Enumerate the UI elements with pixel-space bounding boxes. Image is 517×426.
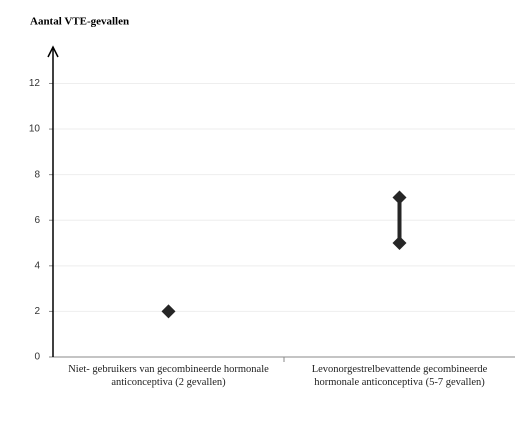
y-tick-label: 4 xyxy=(34,260,40,271)
marker xyxy=(392,236,407,251)
y-tick-label: 12 xyxy=(29,78,41,89)
y-tick-label: 2 xyxy=(34,306,40,317)
y-axis-arrow xyxy=(47,45,59,58)
x-tick-label: Niet- gebruikers van gecombineerde hormo… xyxy=(68,364,269,388)
y-tick-label: 6 xyxy=(34,215,40,226)
marker xyxy=(161,304,176,319)
marker xyxy=(392,190,407,205)
x-tick-label: Levonorgestrelbevattende gecombineerde h… xyxy=(311,364,488,388)
y-axis-title: Aantal VTE-gevallen xyxy=(30,16,129,28)
y-tick-label: 0 xyxy=(34,352,40,363)
y-tick-label: 8 xyxy=(34,169,40,180)
y-tick-label: 10 xyxy=(29,124,41,135)
